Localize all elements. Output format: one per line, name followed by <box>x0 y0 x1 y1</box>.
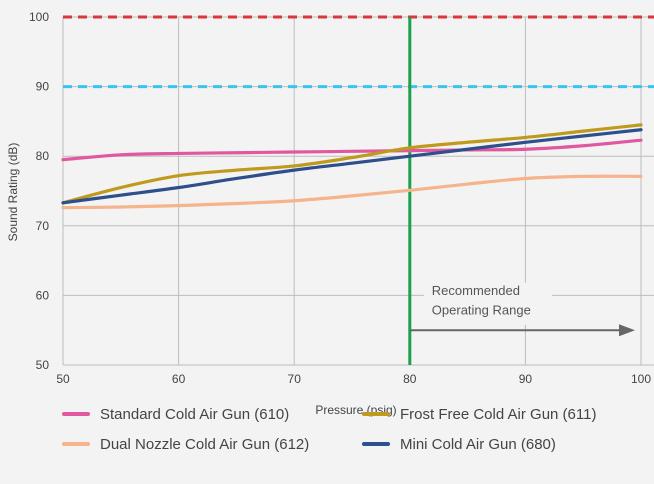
y-axis-label: Sound Rating (dB) <box>6 143 20 242</box>
y-tick-label: 100 <box>29 10 49 24</box>
legend-item-610: Standard Cold Air Gun (610) <box>62 404 362 424</box>
legend-item-680: Mini Cold Air Gun (680) <box>362 434 652 454</box>
annotation-background <box>423 282 552 325</box>
series-lines <box>61 123 643 210</box>
x-tick-label: 90 <box>519 372 533 386</box>
series-line <box>61 128 643 205</box>
series-line <box>61 174 643 210</box>
series-line <box>61 123 643 205</box>
series-line <box>61 138 643 162</box>
legend-swatch <box>362 442 390 446</box>
legend-label: Dual Nozzle Cold Air Gun (612) <box>100 435 310 453</box>
x-tick-label: 50 <box>56 372 70 386</box>
x-tick-label: 100 <box>631 372 651 386</box>
legend-item-612: Dual Nozzle Cold Air Gun (612) <box>62 434 362 454</box>
y-tick-labels: 50 60 70 80 90 100 <box>29 10 49 372</box>
legend-label: Standard Cold Air Gun (610) <box>100 405 290 423</box>
legend-item-611: Frost Free Cold Air Gun (611) <box>362 404 652 424</box>
legend-swatch <box>62 442 90 446</box>
annotation-line-1: Recommended <box>432 283 520 298</box>
x-tick-label: 70 <box>288 372 302 386</box>
y-tick-label: 70 <box>36 219 50 233</box>
y-tick-label: 90 <box>36 80 50 94</box>
legend: Standard Cold Air Gun (610) Frost Free C… <box>62 404 652 454</box>
legend-label: Frost Free Cold Air Gun (611) <box>400 405 597 423</box>
x-tick-label: 60 <box>172 372 186 386</box>
annotation-line-2: Operating Range <box>432 303 531 318</box>
x-tick-labels: 50 60 70 80 90 100 <box>56 372 651 386</box>
legend-swatch <box>62 412 90 416</box>
y-tick-label: 80 <box>36 149 50 163</box>
y-tick-label: 60 <box>36 288 50 302</box>
operating-range-annotation: Recommended Operating Range <box>409 282 635 337</box>
y-tick-label: 50 <box>36 358 50 372</box>
x-tick-label: 80 <box>403 372 417 386</box>
legend-label: Mini Cold Air Gun (680) <box>400 435 556 453</box>
operating-range-arrow-head <box>619 324 635 337</box>
legend-swatch <box>362 412 390 416</box>
